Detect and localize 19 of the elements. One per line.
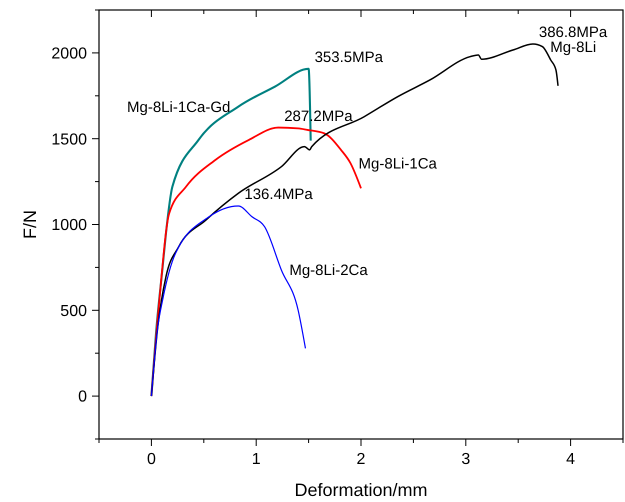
x-tick-label: 4 [566,451,576,468]
annotation: 136.4MPa [244,186,314,204]
x-tick-label: 2 [356,451,366,468]
y-tick-label: 1000 [51,217,88,234]
annotation: 386.8MPa [538,24,608,42]
x-axis-title: Deformation/mm [294,480,428,500]
annotation: 353.5MPa [314,49,384,66]
y-tick-label: 1500 [51,131,88,148]
annotation: Mg-8Li-2Ca [289,262,368,280]
y-tick-label: 2000 [51,46,88,62]
x-tick-label: 3 [461,451,470,468]
x-tick-label: 1 [252,451,261,468]
annotation: Mg-8Li [550,38,596,56]
y-axis-title: F/N [20,210,40,239]
y-tick-label: 500 [60,302,88,320]
annotation: Mg-8Li-1Ca-Gd [127,98,230,116]
x-tick-label: 0 [146,451,156,468]
annotation: Mg-8Li-1Ca [358,155,438,172]
y-tick-label: 0 [78,388,88,406]
